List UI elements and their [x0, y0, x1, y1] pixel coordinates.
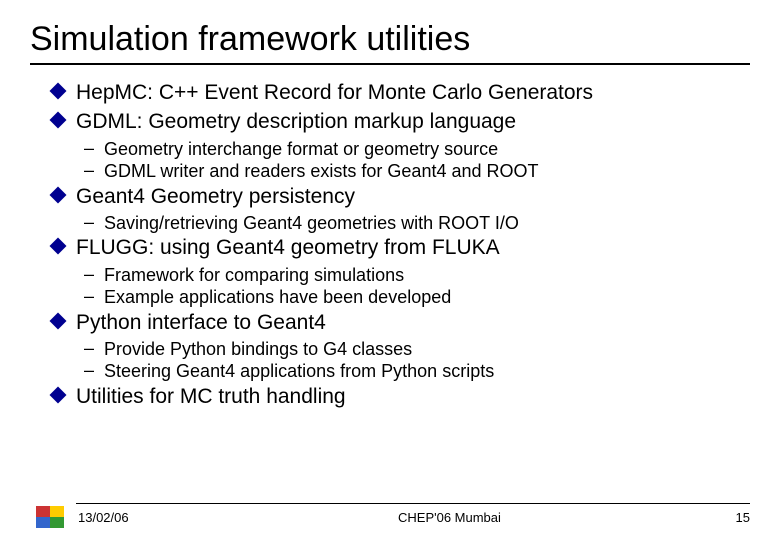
dash-bullet-icon: –	[84, 286, 104, 307]
bullet-text: HepMC: C++ Event Record for Monte Carlo …	[76, 79, 750, 106]
bullet-item: Geant4 Geometry persistency	[40, 183, 750, 210]
bullet-text: GDML: Geometry description markup langua…	[76, 108, 750, 135]
sub-bullet-text: Steering Geant4 applications from Python…	[104, 360, 750, 383]
footer-divider	[76, 503, 750, 504]
bullet-text: FLUGG: using Geant4 geometry from FLUKA	[76, 234, 750, 261]
slide-title: Simulation framework utilities	[30, 20, 750, 59]
bullet-item: Utilities for MC truth handling	[40, 383, 750, 410]
footer-line: 13/02/06 CHEP'06 Mumbai 15	[36, 506, 750, 528]
bullet-item: FLUGG: using Geant4 geometry from FLUKA	[40, 234, 750, 261]
sub-bullet-item: –Saving/retrieving Geant4 geometries wit…	[84, 212, 750, 235]
sub-bullet-text: Provide Python bindings to G4 classes	[104, 338, 750, 361]
footer-page-number: 15	[710, 510, 750, 525]
sub-bullet-text: GDML writer and readers exists for Geant…	[104, 160, 750, 183]
footer-center: CHEP'06 Mumbai	[338, 510, 710, 525]
diamond-bullet-icon	[40, 108, 76, 126]
sub-bullet-item: –Framework for comparing simulations	[84, 264, 750, 287]
bullet-text: Geant4 Geometry persistency	[76, 183, 750, 210]
slide-footer: 13/02/06 CHEP'06 Mumbai 15	[0, 503, 780, 528]
diamond-bullet-icon	[40, 234, 76, 252]
diamond-bullet-icon	[40, 309, 76, 327]
dash-bullet-icon: –	[84, 160, 104, 181]
bullet-item: GDML: Geometry description markup langua…	[40, 108, 750, 135]
sub-bullet-item: –Provide Python bindings to G4 classes	[84, 338, 750, 361]
diamond-bullet-icon	[40, 79, 76, 97]
sub-bullet-item: –GDML writer and readers exists for Gean…	[84, 160, 750, 183]
bullet-text: Python interface to Geant4	[76, 309, 750, 336]
sub-bullet-item: –Geometry interchange format or geometry…	[84, 138, 750, 161]
sub-bullet-text: Example applications have been developed	[104, 286, 750, 309]
slide-content: HepMC: C++ Event Record for Monte Carlo …	[30, 79, 750, 410]
sub-bullet-text: Geometry interchange format or geometry …	[104, 138, 750, 161]
sub-bullet-text: Framework for comparing simulations	[104, 264, 750, 287]
dash-bullet-icon: –	[84, 360, 104, 381]
slide: Simulation framework utilities HepMC: C+…	[0, 0, 780, 540]
footer-date: 13/02/06	[78, 510, 338, 525]
bullet-text: Utilities for MC truth handling	[76, 383, 750, 410]
sub-bullet-item: –Steering Geant4 applications from Pytho…	[84, 360, 750, 383]
dash-bullet-icon: –	[84, 212, 104, 233]
diamond-bullet-icon	[40, 183, 76, 201]
dash-bullet-icon: –	[84, 264, 104, 285]
sub-bullet-item: –Example applications have been develope…	[84, 286, 750, 309]
dash-bullet-icon: –	[84, 138, 104, 159]
bullet-item: HepMC: C++ Event Record for Monte Carlo …	[40, 79, 750, 106]
title-divider	[30, 63, 750, 65]
lcg-logo-icon	[36, 506, 64, 528]
dash-bullet-icon: –	[84, 338, 104, 359]
sub-bullet-text: Saving/retrieving Geant4 geometries with…	[104, 212, 750, 235]
diamond-bullet-icon	[40, 383, 76, 401]
bullet-item: Python interface to Geant4	[40, 309, 750, 336]
